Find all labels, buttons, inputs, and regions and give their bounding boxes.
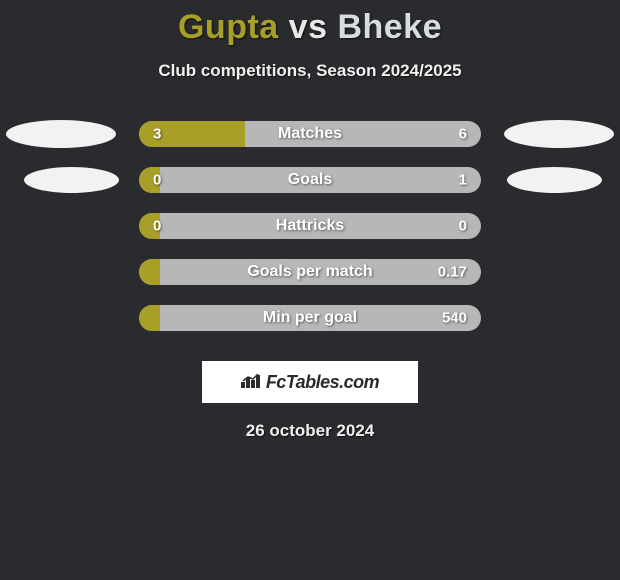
stat-right-value: 0.17: [438, 264, 467, 281]
player1-oval: [24, 167, 119, 193]
player1-oval: [6, 120, 116, 148]
player2-oval: [507, 167, 602, 193]
logo-box: FcTables.com: [202, 361, 418, 403]
player1-name: Gupta: [178, 8, 279, 46]
stat-row: 0 Hattricks 0: [0, 203, 620, 249]
stat-right-value: 6: [459, 126, 467, 143]
stat-bar: Min per goal 540: [139, 305, 481, 331]
stat-left-value: 3: [153, 126, 161, 143]
player2-name: Bheke: [337, 8, 442, 46]
stat-bar: 0 Goals 1: [139, 167, 481, 193]
stat-right-value: 0: [459, 218, 467, 235]
stat-row: Goals per match 0.17: [0, 249, 620, 295]
stat-row: 0 Goals 1: [0, 157, 620, 203]
stat-bar: 3 Matches 6: [139, 121, 481, 147]
subtitle: Club competitions, Season 2024/2025: [0, 61, 620, 81]
stat-bar: 0 Hattricks 0: [139, 213, 481, 239]
stat-label: Min per goal: [263, 309, 357, 327]
player2-oval: [504, 120, 614, 148]
stat-row: 3 Matches 6: [0, 111, 620, 157]
chart-icon: [241, 372, 261, 393]
stat-row: Min per goal 540: [0, 295, 620, 341]
date-text: 26 october 2024: [0, 421, 620, 441]
stat-label: Hattricks: [276, 217, 344, 235]
stat-label: Matches: [278, 125, 342, 143]
page-title: Gupta vs Bheke: [0, 0, 620, 47]
stat-bar: Goals per match 0.17: [139, 259, 481, 285]
stat-left-value: 0: [153, 172, 161, 189]
stat-label: Goals: [288, 171, 332, 189]
vs-text: vs: [289, 8, 328, 46]
bar-fill: [139, 305, 160, 331]
stat-label: Goals per match: [247, 263, 372, 281]
stat-right-value: 1: [459, 172, 467, 189]
stat-left-value: 0: [153, 218, 161, 235]
logo-text: FcTables.com: [266, 372, 379, 393]
bar-fill: [139, 259, 160, 285]
stat-right-value: 540: [442, 310, 467, 327]
comparison-chart: 3 Matches 6 0 Goals 1 0 Hattricks 0 Goals per mat…: [0, 111, 620, 341]
